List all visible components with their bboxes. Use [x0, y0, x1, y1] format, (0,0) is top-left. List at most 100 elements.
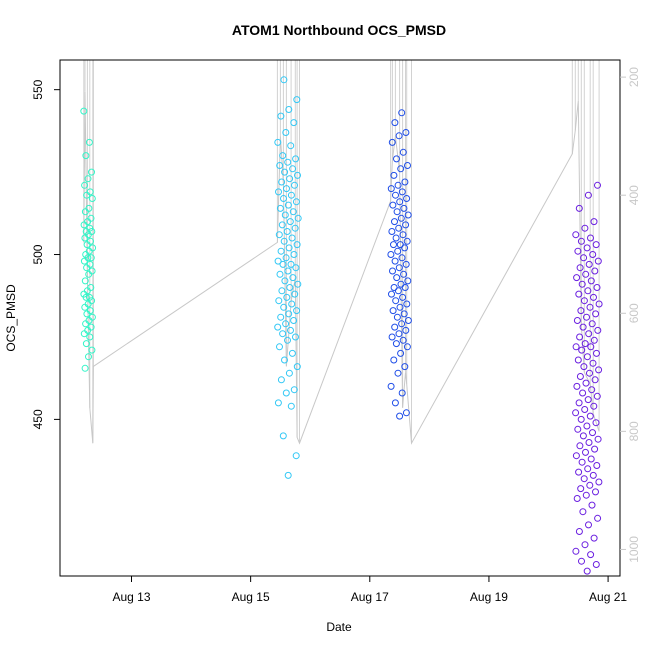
data-point [277, 376, 285, 384]
data-point [397, 349, 405, 357]
data-point [284, 267, 292, 275]
y-axis-right: 200 400 600 800 1000 [620, 67, 641, 563]
data-point [594, 181, 601, 189]
data-point [400, 270, 408, 278]
data-point [579, 389, 587, 397]
data-point [582, 270, 590, 278]
data-point [595, 300, 603, 308]
x-axis-label: Date [326, 620, 352, 634]
x-tick-label: Aug 19 [470, 590, 508, 604]
data-point [286, 284, 294, 291]
data-point [402, 326, 410, 334]
data-point [283, 293, 291, 301]
data-point [285, 369, 293, 377]
data-point [578, 280, 586, 288]
data-point [285, 310, 293, 318]
data-point [396, 241, 404, 249]
data-point [292, 264, 300, 272]
data-point [574, 247, 582, 255]
data-point [387, 382, 395, 390]
data-point [402, 409, 410, 417]
data-point [573, 274, 581, 282]
data-point [593, 284, 601, 291]
data-point [394, 247, 402, 255]
data-point [276, 204, 284, 212]
data-point [282, 389, 290, 397]
data-point [586, 481, 594, 489]
data-point [404, 211, 412, 219]
data-point [83, 191, 91, 199]
data-point [400, 204, 408, 212]
data-point [592, 419, 600, 427]
data-point [397, 280, 405, 288]
data-point [288, 300, 296, 308]
data-point [390, 171, 398, 179]
data-point [290, 251, 298, 258]
data-point [284, 471, 292, 479]
data-point [585, 260, 593, 268]
data-point [398, 188, 406, 196]
data-point [85, 138, 93, 146]
data-point [82, 293, 90, 301]
data-point [593, 462, 601, 469]
data-point [397, 214, 405, 222]
data-point [590, 293, 597, 301]
data-point [291, 224, 299, 232]
data-point [575, 204, 583, 212]
data-point [278, 221, 286, 229]
data-point [573, 382, 581, 390]
data-point [397, 165, 405, 173]
y2-tick-label: 400 [627, 185, 641, 205]
data-point [581, 541, 589, 549]
data-point [585, 521, 592, 529]
data-point [577, 237, 585, 245]
data-point [584, 287, 592, 295]
data-point [582, 379, 590, 387]
data-point [394, 181, 402, 189]
data-point [276, 162, 284, 169]
data-point [592, 310, 600, 318]
data-point [279, 432, 287, 440]
data-point [292, 155, 300, 163]
data-point [391, 323, 399, 331]
data-point [404, 277, 412, 285]
data-point [293, 96, 301, 104]
data-point [577, 307, 585, 315]
data-point [292, 198, 300, 206]
data-point [81, 277, 89, 285]
data-point [286, 175, 294, 183]
data-point [589, 251, 597, 258]
data-point [395, 330, 403, 338]
data-point [576, 442, 584, 450]
data-point [586, 369, 593, 377]
data-point [589, 429, 596, 437]
data-point [582, 448, 589, 456]
data-point [389, 267, 396, 275]
data-point [575, 528, 583, 535]
y-axis-label: OCS_PMSD [4, 284, 18, 352]
data-point [583, 244, 591, 252]
data-point [398, 389, 406, 397]
secondary-series-line [83, 91, 600, 445]
data-point [294, 214, 302, 222]
data-point [593, 349, 600, 357]
data-point [83, 241, 91, 249]
data-point [399, 336, 407, 344]
data-point [294, 280, 302, 288]
data-point [394, 369, 402, 377]
data-point [280, 237, 288, 245]
secondary-line-layer [83, 60, 600, 445]
data-point [391, 119, 399, 127]
data-point [293, 307, 301, 315]
data-point [274, 399, 282, 407]
x-tick-label: Aug 17 [351, 590, 389, 604]
data-point [572, 343, 580, 351]
data-point [392, 234, 400, 242]
data-point [592, 488, 599, 496]
data-point [286, 218, 294, 226]
data-point [401, 178, 409, 186]
data-point [293, 363, 301, 371]
data-point [398, 109, 406, 117]
x-tick-label: Aug 13 [112, 590, 150, 604]
data-point [281, 277, 289, 285]
